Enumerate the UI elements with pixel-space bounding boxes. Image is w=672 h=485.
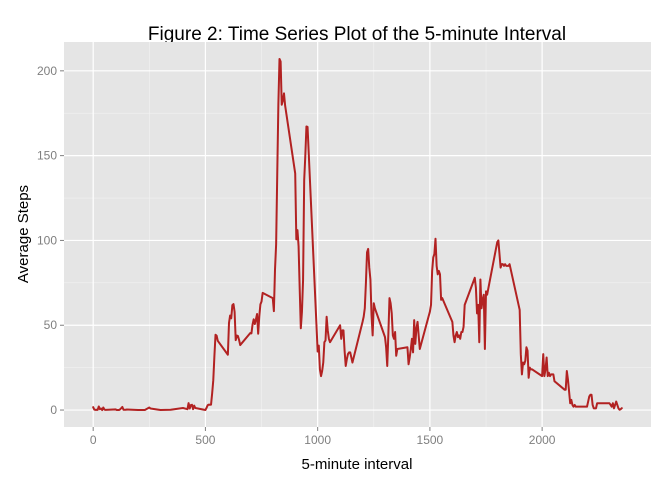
y-tick-label: 100 (37, 233, 57, 247)
x-tick-label: 1500 (417, 433, 444, 447)
plot-background (64, 42, 651, 427)
x-tick-label: 2000 (529, 433, 556, 447)
x-tick-label: 0 (90, 433, 97, 447)
x-axis-title: 5-minute interval (302, 456, 413, 473)
y-axis-title: Average Steps (15, 185, 32, 283)
grid-minor (64, 42, 651, 427)
y-tick-label: 150 (37, 149, 57, 163)
chart-title: Figure 2: Time Series Plot of the 5-minu… (148, 24, 566, 45)
series-line-average-steps (92, 57, 623, 412)
y-tick-label: 0 (50, 403, 57, 417)
x-axis-ticks: 0 500 1000 1500 2000 (90, 427, 556, 447)
series-layer (92, 57, 623, 412)
y-axis-ticks: 0 50 100 150 200 (37, 64, 64, 417)
x-tick-label: 500 (195, 433, 215, 447)
y-tick-label: 50 (44, 318, 58, 332)
y-tick-label: 200 (37, 64, 57, 78)
x-tick-label: 1000 (304, 433, 331, 447)
